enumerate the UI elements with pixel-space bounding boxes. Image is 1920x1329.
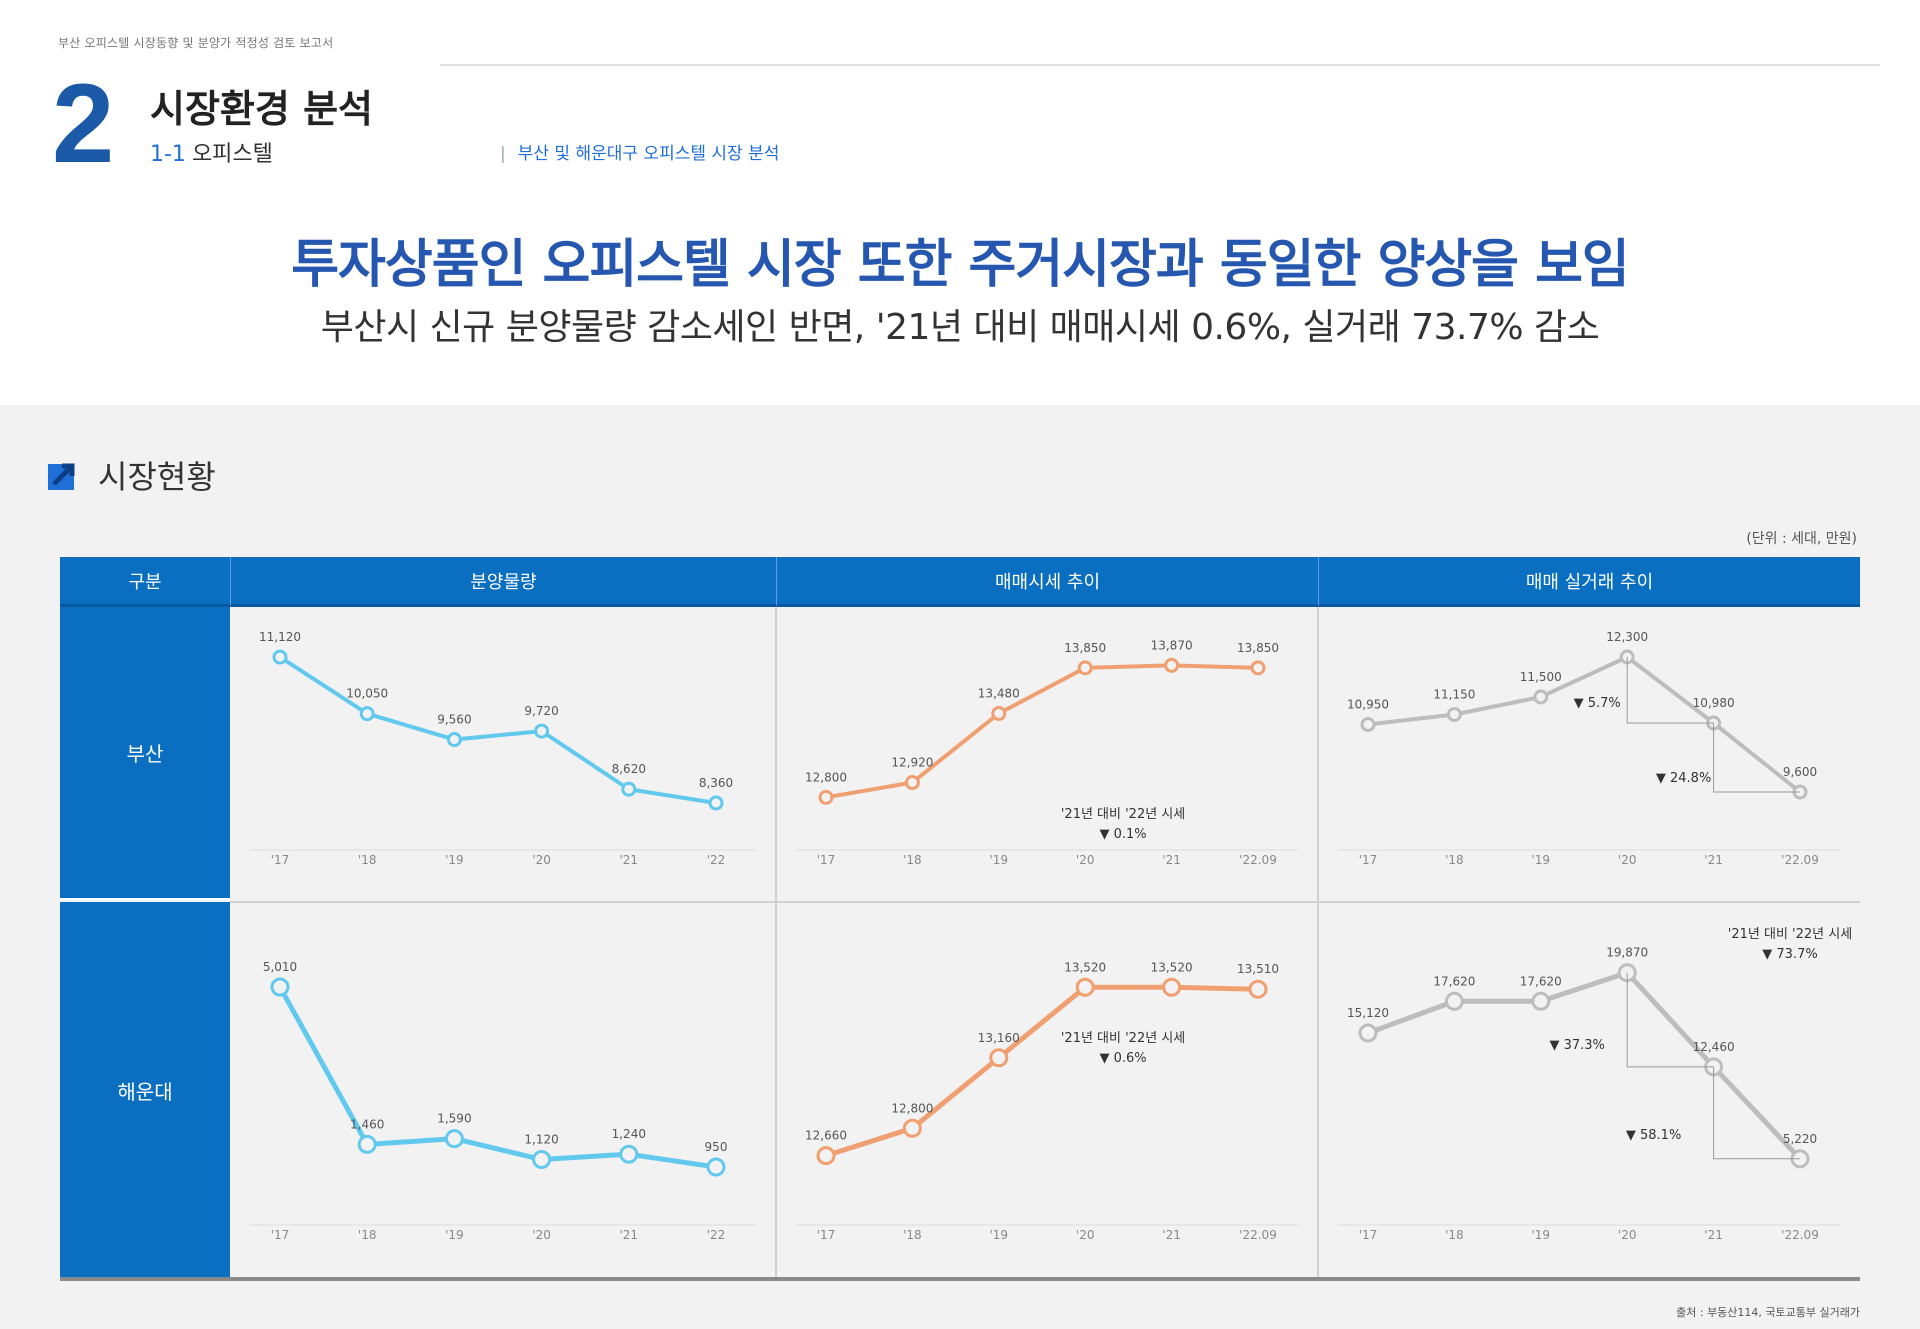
row-busan: 부산 — [60, 607, 230, 900]
table-bottom-rule — [60, 1277, 1860, 1281]
market-table: 구분 분양물량 매매시세 추이 매매 실거래 추이 부산 해운대 — [60, 557, 1860, 1281]
section-note: | 부산 및 해운대구 오피스텔 시장 분석 — [500, 144, 780, 164]
header-price-trend: 매매시세 추이 — [776, 557, 1318, 607]
section-number: 2 — [52, 61, 115, 186]
subsection-title: 1-1 오피스텔 — [150, 136, 273, 168]
top-caption: 부산 오피스텔 시장동향 및 분양가 적정성 검토 보고서 — [58, 36, 334, 50]
header-trade-trend: 매매 실거래 추이 — [1318, 557, 1860, 607]
panel-title-text: 시장현황 — [98, 458, 216, 496]
subsection-number: 1-1 — [150, 142, 186, 167]
panel-title: 시장현황 — [48, 452, 216, 498]
subheadline: 부산시 신규 분양물량 감소세인 반면, '21년 대비 매매시세 0.6%, … — [320, 307, 1600, 348]
unit-label: (단위 : 세대, 만원) — [1746, 531, 1857, 547]
header-supply: 분양물량 — [230, 557, 776, 607]
section-note-text: 부산 및 해운대구 오피스텔 시장 분석 — [517, 144, 780, 164]
source-note: 출처 : 부동산114, 국토교통부 실거래가 — [1676, 1306, 1860, 1319]
subsection-label: 오피스텔 — [191, 142, 273, 167]
section-title: 시장환경 분석 — [150, 87, 373, 131]
chart-icon — [48, 463, 75, 490]
row-haeundae: 해운대 — [60, 902, 230, 1279]
top-divider — [440, 64, 1880, 66]
header-corner: 구분 — [60, 557, 230, 607]
headline: 투자상품인 오피스텔 시장 또한 주거시장과 동일한 양상을 보임 — [291, 235, 1630, 295]
